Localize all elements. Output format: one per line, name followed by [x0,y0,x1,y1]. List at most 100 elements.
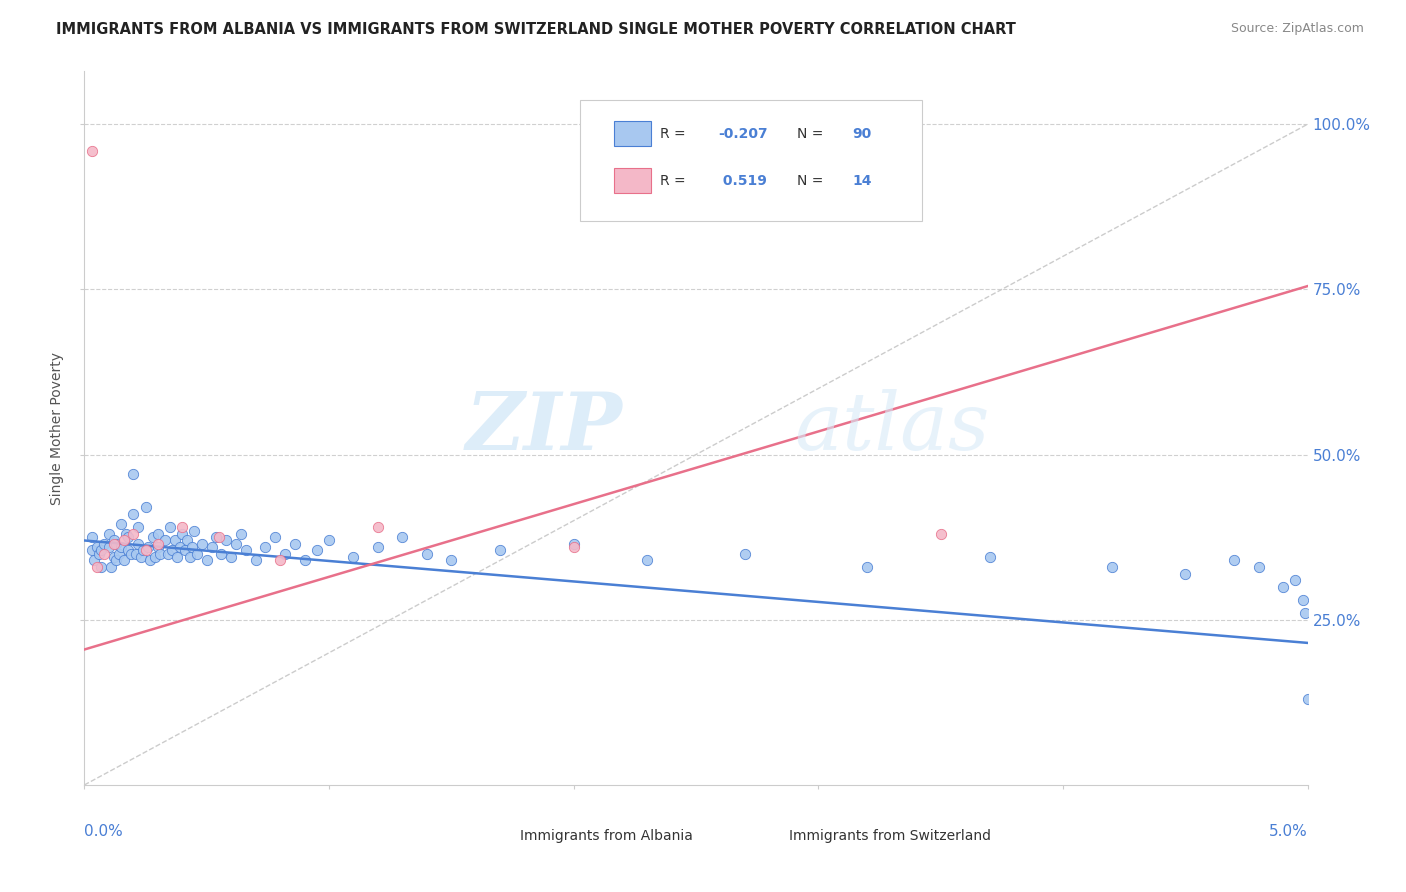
Point [163,533,186,548]
Point [254,540,277,554]
Point [87,547,110,561]
Point [83,553,105,567]
Point [146,537,169,551]
Point [139,553,162,567]
Point [200,540,222,554]
Point [1101,560,1123,574]
Point [103,537,125,551]
Text: 0.519: 0.519 [718,174,766,187]
Point [181,540,204,554]
Point [367,520,389,534]
FancyBboxPatch shape [579,100,922,221]
Text: 0.0%: 0.0% [84,824,124,839]
Point [135,500,157,515]
Point [159,520,181,534]
Text: atlas: atlas [794,390,990,467]
Point [93,537,115,551]
Point [100,560,122,574]
Point [129,549,152,564]
Point [205,530,228,544]
FancyBboxPatch shape [614,168,651,193]
Point [112,533,135,548]
Point [367,540,389,554]
Point [135,543,157,558]
Point [173,543,195,558]
Point [416,547,439,561]
Point [245,553,267,567]
Point [219,549,242,564]
Point [122,527,145,541]
Point [103,549,125,564]
Point [103,533,125,548]
Point [562,540,585,554]
Point [142,530,165,544]
Point [156,547,179,561]
Point [1223,553,1246,567]
Point [264,530,287,544]
Point [110,516,132,531]
Point [80,530,103,544]
Point [105,553,128,567]
Point [162,543,184,558]
Point [186,547,208,561]
Point [636,553,658,567]
Point [274,547,297,561]
Point [90,543,112,558]
Text: 14: 14 [852,174,872,187]
Point [125,547,148,561]
Point [115,527,138,541]
Text: R =: R = [661,128,690,141]
Point [1174,566,1197,581]
Point [97,527,120,541]
Point [117,543,139,558]
Point [979,549,1001,564]
Point [1296,692,1319,706]
Point [269,553,291,567]
Point [489,543,512,558]
Text: Source: ZipAtlas.com: Source: ZipAtlas.com [1230,22,1364,36]
Point [1284,573,1306,587]
Point [127,520,149,534]
Point [183,524,205,538]
Point [122,507,145,521]
FancyBboxPatch shape [745,824,782,846]
Point [191,537,214,551]
Point [1247,560,1270,574]
Point [235,543,257,558]
Point [172,527,194,541]
Point [97,540,120,554]
Point [1272,580,1295,594]
Point [153,533,176,548]
Point [80,144,103,158]
Point [391,530,413,544]
Point [225,537,247,551]
Point [734,547,756,561]
Text: R =: R = [661,174,690,187]
Text: IMMIGRANTS FROM ALBANIA VS IMMIGRANTS FROM SWITZERLAND SINGLE MOTHER POVERTY COR: IMMIGRANTS FROM ALBANIA VS IMMIGRANTS FR… [56,22,1017,37]
Point [179,549,201,564]
Text: Immigrants from Switzerland: Immigrants from Switzerland [789,829,991,843]
Point [929,527,952,541]
FancyBboxPatch shape [614,121,651,146]
Point [169,540,191,554]
Point [294,553,316,567]
Point [209,547,232,561]
Point [215,533,238,548]
Point [166,549,188,564]
FancyBboxPatch shape [475,824,513,846]
Point [146,540,169,554]
Point [86,560,108,574]
Point [1294,606,1316,620]
Text: -0.207: -0.207 [718,128,768,141]
Point [86,540,108,554]
Text: N =: N = [797,174,828,187]
Point [440,553,463,567]
Y-axis label: Single Mother Poverty: Single Mother Poverty [51,351,65,505]
Text: 5.0%: 5.0% [1268,824,1308,839]
Point [110,540,132,554]
Point [229,527,252,541]
Point [120,547,142,561]
Text: N =: N = [797,128,828,141]
Text: Immigrants from Albania: Immigrants from Albania [520,829,693,843]
Point [856,560,879,574]
